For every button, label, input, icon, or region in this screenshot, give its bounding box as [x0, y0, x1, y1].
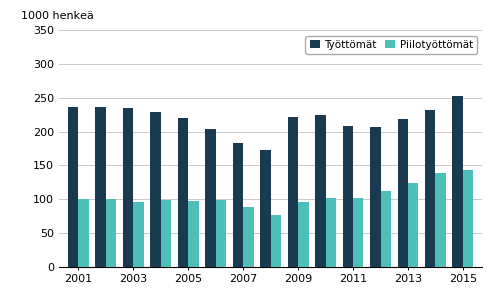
Bar	[106, 199, 116, 267]
Bar	[380, 191, 391, 267]
Bar	[326, 198, 336, 267]
Bar	[398, 119, 408, 267]
Bar	[188, 201, 199, 267]
Bar	[243, 207, 253, 267]
Bar	[425, 110, 435, 267]
Bar	[435, 173, 446, 267]
Bar	[342, 125, 353, 267]
Bar	[453, 96, 463, 267]
Bar	[123, 108, 133, 267]
Bar	[315, 115, 326, 267]
Bar	[370, 127, 380, 267]
Text: 1000 henkеä: 1000 henkеä	[21, 11, 94, 21]
Bar	[133, 202, 144, 267]
Bar	[150, 112, 161, 267]
Bar	[78, 199, 89, 267]
Bar	[178, 118, 188, 267]
Bar	[161, 201, 171, 267]
Bar	[233, 143, 243, 267]
Bar	[298, 202, 308, 267]
Bar	[288, 117, 298, 267]
Legend: Työttömät, Piilotyöttömät: Työttömät, Piilotyöttömät	[306, 35, 477, 54]
Bar	[205, 129, 215, 267]
Bar	[353, 198, 364, 267]
Bar	[463, 170, 473, 267]
Bar	[95, 107, 106, 267]
Bar	[271, 215, 281, 267]
Bar	[68, 107, 78, 267]
Bar	[408, 183, 418, 267]
Bar	[215, 201, 226, 267]
Bar	[260, 151, 271, 267]
